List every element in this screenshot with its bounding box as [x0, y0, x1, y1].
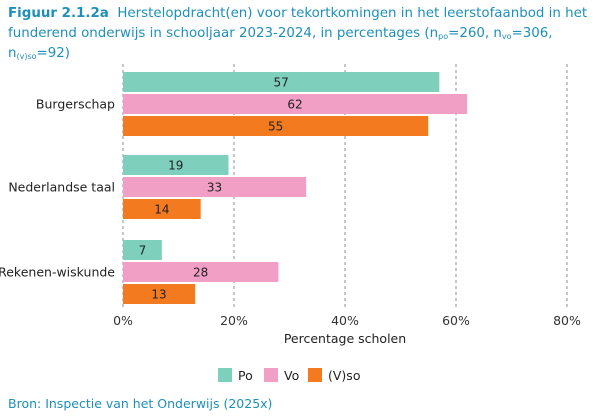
- bar: [123, 262, 279, 282]
- source-note: Bron: Inspectie van het Onderwijs (2025x…: [8, 396, 273, 411]
- bar: [123, 94, 468, 114]
- n-vo-value: =306, n: [8, 26, 553, 61]
- bar: [123, 240, 162, 260]
- data-label: 33: [207, 181, 222, 195]
- category-label: Nederlandse taal: [8, 180, 115, 195]
- x-tick-label: 20%: [220, 313, 248, 328]
- data-label: 7: [139, 244, 147, 258]
- legend-label: Vo: [284, 368, 299, 383]
- data-label: 14: [154, 203, 169, 217]
- title-line-2: funderend onderwijs in schooljaar 2023-2…: [8, 26, 439, 41]
- data-label: 28: [193, 266, 208, 280]
- title-line-1: Herstelopdracht(en) voor tekortkomingen …: [117, 6, 588, 21]
- x-tick-label: 0%: [113, 313, 133, 328]
- bar-chart: 0% 20% 40% 60% 80% 57 62 55 Burgerschap 19 33 14 Ned…: [0, 64, 581, 383]
- x-axis-label: Percentage scholen: [284, 331, 406, 346]
- figure-label: Figuur 2.1.2a: [8, 6, 109, 21]
- legend-swatch: [264, 368, 278, 382]
- n-vo-sub: vo: [501, 32, 512, 41]
- n-po-value: =260, n: [448, 26, 502, 41]
- category-label: Rekenen-wiskunde: [0, 265, 115, 280]
- bar: [123, 155, 229, 175]
- legend-swatch: [308, 368, 322, 382]
- n-vso-sub: (v)so: [16, 52, 37, 61]
- data-label: 13: [151, 288, 166, 302]
- x-tick-label: 40%: [331, 313, 359, 328]
- legend-label: (V)so: [328, 368, 360, 383]
- n-vso-value: =92): [36, 46, 71, 61]
- data-label: 62: [287, 98, 302, 112]
- chart-title: Figuur 2.1.2a Herstelopdracht(en) voor t…: [8, 4, 598, 64]
- category-label: Burgerschap: [36, 97, 115, 112]
- data-label: 19: [168, 159, 183, 173]
- legend-label: Po: [238, 368, 253, 383]
- bar: [123, 72, 440, 92]
- x-tick-label: 80%: [553, 313, 581, 328]
- bar: [123, 116, 429, 136]
- bar: [123, 177, 307, 197]
- legend-swatch: [218, 368, 232, 382]
- bar: [123, 199, 201, 219]
- data-label: 57: [274, 76, 289, 90]
- x-tick-label: 60%: [442, 313, 470, 328]
- bar: [123, 284, 196, 304]
- data-label: 55: [268, 120, 283, 134]
- n-po-sub: po: [438, 32, 449, 41]
